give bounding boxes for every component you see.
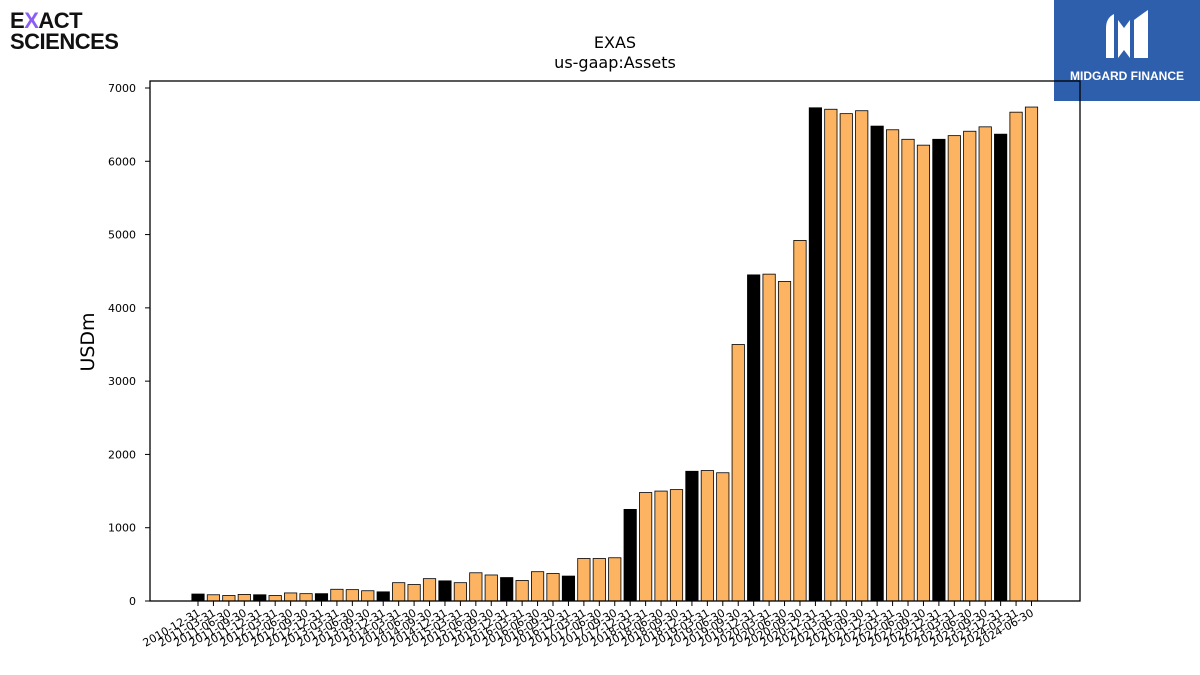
bar-2012-06-30 [284, 592, 298, 602]
bar-2019-09-30 [731, 344, 745, 602]
bar-2011-12-31 [253, 594, 267, 602]
bar-2011-09-30 [237, 594, 251, 602]
x-axis: 2010-12-312011-03-312011-06-302011-09-30… [141, 601, 1036, 650]
bar-2020-09-30 [793, 240, 807, 602]
bar-2018-06-30 [654, 490, 668, 602]
bar-2013-09-30 [361, 590, 375, 602]
bar-2021-12-31 [870, 125, 884, 602]
y-axis: 0 1000 2000 3000 4000 5000 6000 7000 [108, 82, 150, 608]
bar-2023-06-30 [963, 130, 977, 602]
midgard-finance-logo: MIDGARD FINANCE [1054, 0, 1200, 101]
y-tick-label: 4000 [108, 302, 136, 315]
bar-2012-03-31 [268, 595, 282, 602]
chart-title: EXAS [594, 33, 636, 52]
bar-2020-03-31 [762, 273, 776, 602]
midgard-logo-icon [1106, 10, 1148, 58]
bar-2021-06-30 [839, 113, 853, 602]
y-tick-label: 2000 [108, 448, 136, 461]
bars-group [191, 106, 1039, 602]
bar-2016-06-30 [531, 571, 545, 602]
bar-2014-03-31 [392, 582, 406, 602]
bar-2013-12-31 [376, 591, 390, 602]
bar-2020-06-30 [777, 281, 792, 602]
bar-2017-03-31 [577, 558, 591, 602]
bar-2024-06-30 [1024, 106, 1039, 602]
bar-2021-09-30 [855, 110, 869, 602]
bar-2011-06-30 [222, 595, 236, 602]
bar-2023-03-31 [947, 135, 961, 602]
bar-2023-09-30 [978, 126, 992, 602]
bar-2012-09-30 [299, 593, 313, 602]
bar-2014-09-30 [422, 578, 437, 602]
logo-line-1: EXACT [10, 8, 83, 33]
y-tick-label: 1000 [108, 522, 136, 535]
bar-2015-03-31 [453, 582, 467, 602]
bar-2018-09-30 [669, 489, 684, 602]
bar-2018-12-31 [685, 470, 699, 602]
bar-2022-09-30 [916, 144, 931, 602]
bar-2016-09-30 [546, 573, 560, 602]
y-tick-label: 0 [129, 595, 136, 608]
bar-2019-06-30 [716, 472, 730, 602]
bar-2022-06-30 [901, 138, 915, 602]
y-tick-label: 5000 [108, 229, 136, 242]
bar-2019-12-31 [747, 274, 761, 602]
bar-2012-12-31 [314, 593, 329, 602]
bar-2018-03-31 [639, 492, 653, 602]
plot-frame [149, 80, 1081, 602]
bar-2017-12-31 [623, 508, 637, 602]
bar-2013-03-31 [330, 588, 344, 602]
bar-2015-09-30 [484, 574, 498, 602]
bar-2023-12-31 [994, 133, 1008, 602]
bar-2015-06-30 [469, 572, 483, 602]
bar-2024-03-31 [1009, 111, 1023, 602]
bar-2021-03-31 [824, 108, 838, 602]
bar-2017-09-30 [608, 557, 622, 602]
y-tick-label: 6000 [108, 155, 136, 168]
bar-2017-06-30 [592, 558, 606, 602]
bar-2022-03-31 [886, 129, 900, 602]
logo-line-2: SCIENCES [10, 29, 119, 54]
bar-2020-12-31 [808, 107, 822, 602]
y-tick-label: 7000 [108, 82, 136, 95]
exact-sciences-logo: EXACT SCIENCES [10, 10, 130, 54]
chart-subtitle: us-gaap:Assets [554, 53, 676, 72]
bar-2016-03-31 [515, 580, 529, 602]
bar-2015-12-31 [500, 577, 514, 602]
bar-2016-12-31 [561, 575, 576, 602]
y-axis-label: USDm [77, 312, 99, 371]
bar-2013-06-30 [345, 589, 359, 602]
bar-2014-06-30 [407, 584, 421, 602]
bar-2019-03-31 [700, 470, 714, 602]
bar-2010-12-31 [191, 593, 205, 602]
midgard-finance-label: MIDGARD FINANCE [1070, 69, 1184, 83]
bar-2011-03-31 [206, 594, 221, 602]
y-tick-label: 3000 [108, 375, 136, 388]
bar-2022-12-31 [932, 138, 946, 602]
logo-x-mark: X [24, 8, 39, 33]
bar-2014-12-31 [438, 580, 452, 602]
